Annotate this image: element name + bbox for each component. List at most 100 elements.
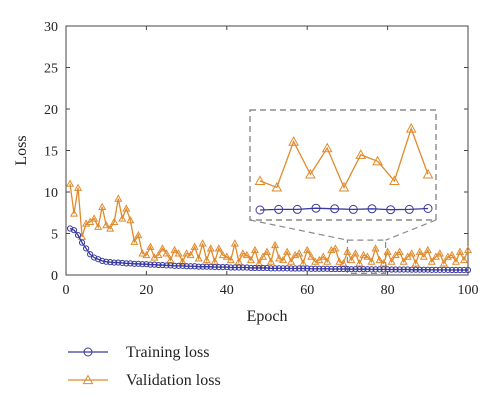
validation-loss-point [154,250,163,259]
training-loss-point [139,261,146,268]
training-loss-point [460,266,468,274]
training-loss-point [115,259,122,266]
training-loss-point [320,265,327,272]
training-loss-point [175,262,182,269]
validation-loss-point [463,245,473,254]
training-loss-point [384,266,391,273]
training-loss-point [380,266,387,273]
y-axis-label: Loss [13,135,30,165]
training-loss-point [464,266,472,274]
validation-loss-point [439,259,448,267]
validation-loss-point [419,252,428,260]
validation-loss-point [234,257,243,265]
training-loss-point [231,264,238,271]
training-loss-point [432,266,439,273]
training-loss-point [239,264,246,271]
validation-loss-point [118,214,127,222]
inset-validation-line [259,126,429,189]
validation-loss-point [343,247,352,255]
validation-loss-point [242,250,251,259]
training-loss-point [191,263,198,270]
inset-validation-point [271,181,283,192]
inset-validation-point [372,155,383,166]
validation-loss-point [190,242,199,250]
validation-loss-point [407,249,416,257]
validation-loss-point [447,250,456,259]
training-loss-point [135,260,142,267]
training-loss-line [69,227,468,271]
training-loss-point [416,266,423,273]
validation-loss-point [319,252,328,260]
x-tick-label: 0 [63,283,70,298]
validation-loss-point [307,252,316,260]
validation-loss-point [74,183,83,191]
validation-loss-point [170,245,179,254]
validation-loss-point [383,247,392,255]
zoom-connector-left [249,219,348,241]
validation-loss-point [178,257,187,265]
x-tick-label: 80 [381,283,395,298]
training-loss-point [143,261,150,268]
training-loss-point [219,264,226,271]
x-tick-label: 40 [220,283,234,298]
training-loss-point [428,266,435,273]
training-loss-point [376,266,383,273]
validation-loss-point [230,239,239,247]
validation-loss-point [395,247,404,255]
validation-loss-point [182,249,191,257]
inset-validation-point [389,175,400,186]
training-loss-point [404,266,411,273]
training-loss-point [296,265,303,272]
validation-loss-point [142,250,151,259]
training-loss-point [316,265,323,272]
validation-loss-point [335,257,344,265]
validation-loss-point [399,257,408,265]
training-loss-point [348,266,355,273]
training-loss-point [247,264,255,272]
validation-loss-point [258,252,268,260]
training-loss-point [412,266,419,273]
validation-loss-point [226,255,235,264]
training-loss-point [396,266,403,273]
training-loss-point [259,264,267,272]
validation-loss-point [110,217,119,225]
x-tick-label: 60 [300,283,314,298]
validation-loss-point [451,257,460,265]
x-tick-label: 100 [458,283,479,298]
training-loss-point [304,265,311,272]
training-loss-point [352,266,359,273]
inset-validation-point [254,175,266,186]
validation-loss-line [69,183,469,266]
validation-loss-point [283,247,292,255]
validation-loss-point [275,254,284,262]
training-loss-point [66,225,74,232]
validation-loss-point [218,250,227,259]
validation-loss-point [363,252,372,260]
legend-marker [82,374,94,385]
inset-validation-point [355,149,367,159]
validation-loss-point [355,259,364,267]
validation-loss-point [238,249,247,257]
inset-training-point [423,204,433,213]
legend-label: Validation loss [126,372,221,389]
inset-training-point [274,204,284,214]
validation-loss-point [246,255,255,264]
y-tick-label: 10 [44,186,58,201]
validation-loss-point [122,204,131,212]
validation-loss-point [94,222,103,230]
validation-loss-point [387,257,396,265]
validation-loss-point [411,259,420,267]
validation-loss-point [254,259,264,267]
training-loss-point [119,259,126,267]
inset-training-point [330,204,340,214]
inset-training-point [311,203,321,213]
validation-loss-point [194,254,203,262]
validation-loss-point [262,247,272,255]
training-loss-point [183,263,190,270]
validation-loss-point [146,242,155,250]
validation-loss-point [102,220,111,229]
inset-training-point [404,204,414,214]
training-loss-point [456,266,464,274]
validation-loss-point [266,257,276,265]
